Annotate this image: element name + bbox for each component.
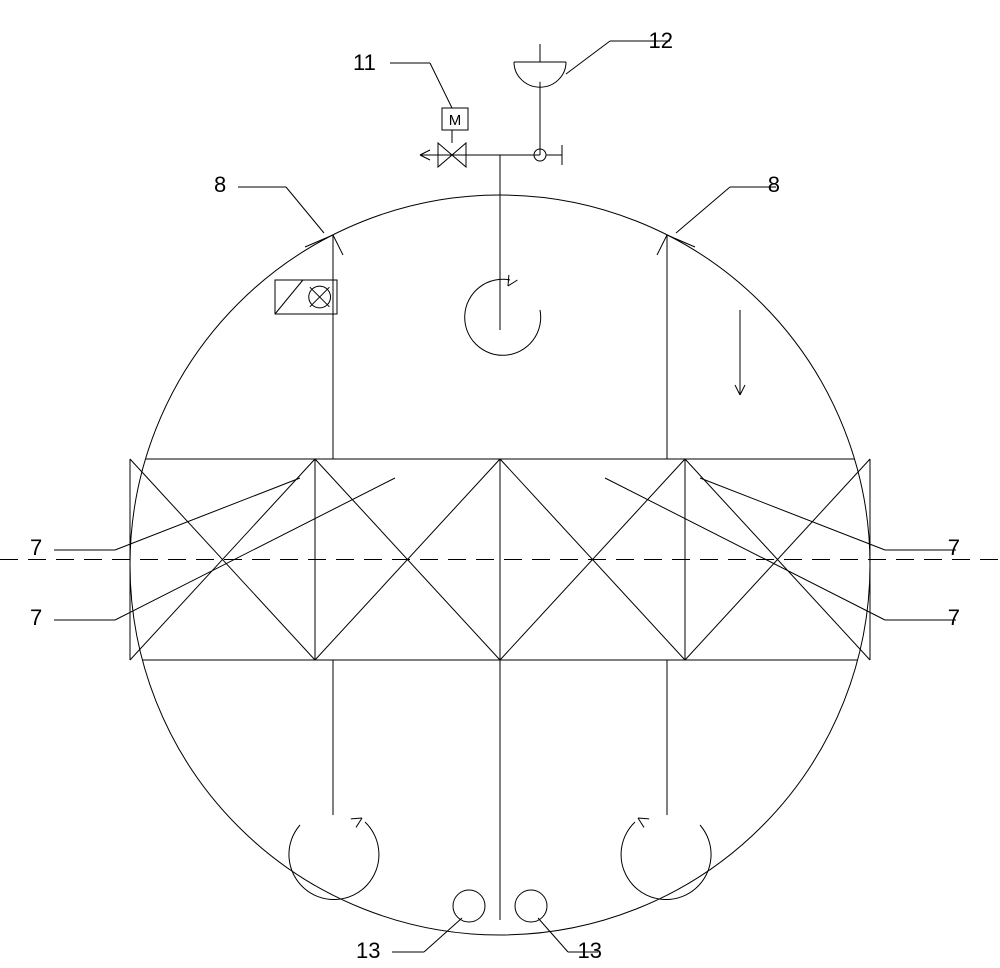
callout-7RU: 7 xyxy=(948,535,960,560)
callout-7RL: 7 xyxy=(948,605,960,630)
callout-11: 11 xyxy=(353,50,376,75)
callout-8L: 8 xyxy=(214,172,226,197)
indicator-box xyxy=(275,280,337,314)
svg-text:M: M xyxy=(449,112,462,129)
callout-7LL: 7 xyxy=(30,605,42,630)
port-13-right xyxy=(515,890,547,922)
port-13-left xyxy=(453,890,485,922)
callout-13R: 13 xyxy=(578,938,602,963)
callout-7LU: 7 xyxy=(30,535,42,560)
callout-12: 12 xyxy=(649,28,673,53)
callout-13L: 13 xyxy=(356,938,380,963)
callout-8R: 8 xyxy=(768,172,780,197)
